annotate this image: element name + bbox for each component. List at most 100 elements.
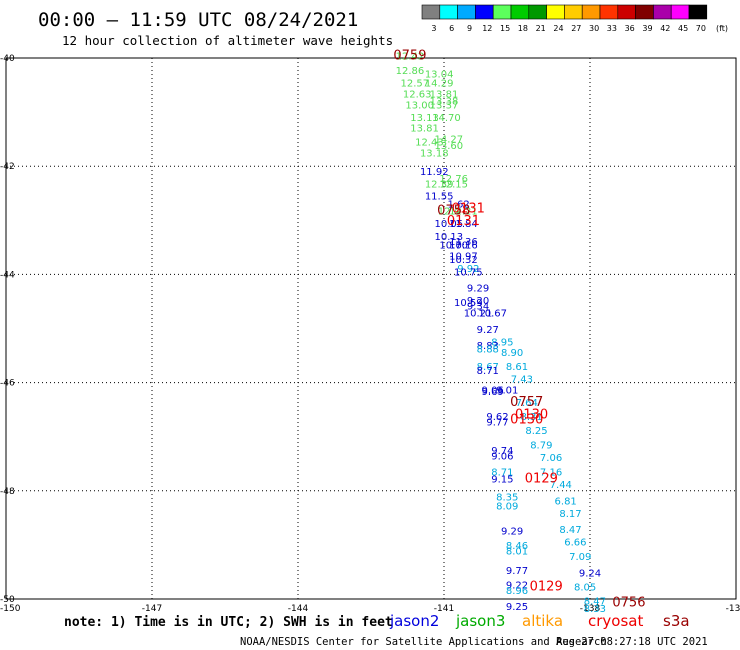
y-tick-label: -46: [0, 379, 15, 389]
color-scale-label: 70: [696, 24, 706, 33]
wave-height-label: 13.18: [420, 148, 449, 159]
y-axis-ticks: -40 -42 -44 -46 -48 -50: [0, 54, 15, 605]
x-tick-label: -141: [434, 604, 454, 614]
wave-height-label: 14.70: [432, 113, 461, 124]
pass-time-label: 0130: [515, 407, 548, 422]
wave-height-label: 7.64: [516, 398, 538, 409]
color-scale-swatch: [510, 4, 530, 20]
wave-height-label: 10.16: [449, 240, 478, 251]
wave-height-label: 6.66: [564, 537, 586, 548]
wave-height-label: 12.86: [396, 66, 425, 77]
wave-height-label: 9.29: [467, 284, 489, 295]
color-scale: 3 6 9 12 15 18 21 24 27 30 33 36 39 42 45 70: [421, 4, 708, 33]
wave-height-label: 14.27: [435, 134, 464, 145]
wave-height-label: 13.81: [430, 89, 459, 100]
color-scale-swatch: [564, 4, 583, 20]
wave-height-label: 8.25: [525, 426, 547, 437]
wave-height-label: 8.05: [574, 582, 596, 593]
wave-height-label: 10.75: [454, 267, 483, 278]
wave-height-label: 10.67: [478, 309, 507, 320]
color-scale-swatch: [546, 4, 565, 20]
wave-height-label: 7.06: [540, 453, 562, 464]
wave-height-label: 12.76: [439, 174, 468, 185]
color-scale-label: 30: [589, 24, 599, 33]
wave-height-label: 9.25: [506, 602, 528, 613]
wave-height-label: 8.31: [520, 412, 542, 423]
pass-time-label: 0757: [510, 395, 543, 410]
y-tick-label: -40: [0, 54, 15, 64]
color-scale-label: 12: [482, 24, 492, 33]
pass-time-label: 0758: [437, 203, 470, 218]
pass-time-label: 0131: [452, 202, 485, 217]
wave-height-label: 8.96: [506, 586, 528, 597]
wave-height-label: 10.32: [449, 255, 478, 266]
wave-height-label: 11.55: [425, 192, 454, 203]
x-axis-ticks: -150 -147 -144 -141 -138 -13: [0, 604, 740, 614]
wave-height-label: 6.81: [555, 496, 577, 507]
footer-timestamp: Aug 27 08:27:18 UTC 2021: [556, 636, 708, 648]
satellite-legend-altika: altika: [522, 612, 563, 630]
satellite-legend-cryosat: cryosat: [588, 612, 643, 630]
color-scale-label: 36: [625, 24, 635, 33]
wave-height-label: 8.95: [491, 337, 513, 348]
wave-height-label: 8.90: [501, 348, 523, 359]
wave-height-label: 8.09: [496, 502, 518, 513]
wave-height-label: 9.06: [491, 451, 513, 462]
wave-height-label: 13.38: [430, 97, 459, 108]
wave-height-label: 9.06: [482, 385, 504, 396]
wave-height-label: 8.01: [506, 547, 528, 558]
x-tick-label: -138: [580, 604, 601, 614]
color-scale-swatch: [439, 4, 458, 20]
wave-height-label: 12.43: [415, 138, 444, 149]
color-scale-label: 39: [642, 24, 652, 33]
wave-height-label: 8.46: [506, 541, 528, 552]
wave-height-label: 9.22: [506, 581, 528, 592]
wave-height-label: 8.83: [477, 341, 499, 352]
color-scale-swatch: [688, 4, 708, 20]
wave-height-label: 11.92: [420, 167, 449, 178]
wave-height-label: 8.47: [584, 596, 606, 607]
color-scale-label: 3: [431, 24, 436, 33]
wave-height-label: 9.62: [486, 412, 508, 423]
color-scale-label: 27: [571, 24, 581, 33]
wave-height-label: 10.59: [454, 298, 483, 309]
wave-height-label: 9.74: [491, 446, 513, 457]
color-scale-swatch: [475, 4, 494, 20]
plot-grid: [6, 58, 736, 599]
wave-height-label: 13.37: [430, 100, 459, 111]
y-tick-label: -42: [0, 162, 15, 172]
wave-height-label: 12.4: [438, 206, 460, 217]
color-scale-swatch: [653, 4, 672, 20]
color-scale-label: 18: [518, 24, 528, 33]
wave-height-label: 11.36: [449, 237, 478, 248]
wave-height-label: 8.67: [477, 362, 499, 373]
wave-height-label: 8.79: [530, 441, 552, 452]
wave-height-label: 9.24: [579, 568, 601, 579]
color-scale-swatch: [581, 4, 601, 20]
pass-time-label: 0756: [612, 596, 645, 611]
wave-height-label: 14.29: [425, 79, 454, 90]
color-scale-label: 24: [553, 24, 563, 33]
color-scale-label: 21: [536, 24, 546, 33]
wave-height-labels: 12.4213.0412.8614.2912.5713.8112.6313.38…: [396, 52, 606, 615]
wave-height-label: 8.71: [477, 366, 499, 377]
wave-height-label: 7.09: [569, 552, 591, 563]
wave-height-label: 8.88: [477, 344, 499, 355]
pass-time-label: 0129: [530, 579, 563, 594]
wave-height-label: 10.70: [439, 240, 468, 251]
wave-height-label: 12.15: [439, 179, 468, 190]
wave-height-label: 13.81: [410, 124, 439, 135]
wave-height-label: 12.39: [425, 179, 454, 190]
color-scale-unit: (ft): [716, 24, 728, 33]
wave-height-label: 13.13: [410, 113, 439, 124]
wave-height-label: 7.16: [540, 468, 562, 479]
wave-height-label: 10.97: [449, 251, 478, 262]
wave-height-label: 8.71: [491, 468, 513, 479]
x-tick-label: -13: [726, 604, 740, 614]
wave-height-label: 12.63: [403, 89, 432, 100]
wave-height-label: 9.27: [477, 325, 499, 336]
satellite-legend-s3a: s3a: [663, 612, 690, 630]
satellite-legend: jason2 jason3 altika cryosat s3a: [389, 612, 690, 630]
